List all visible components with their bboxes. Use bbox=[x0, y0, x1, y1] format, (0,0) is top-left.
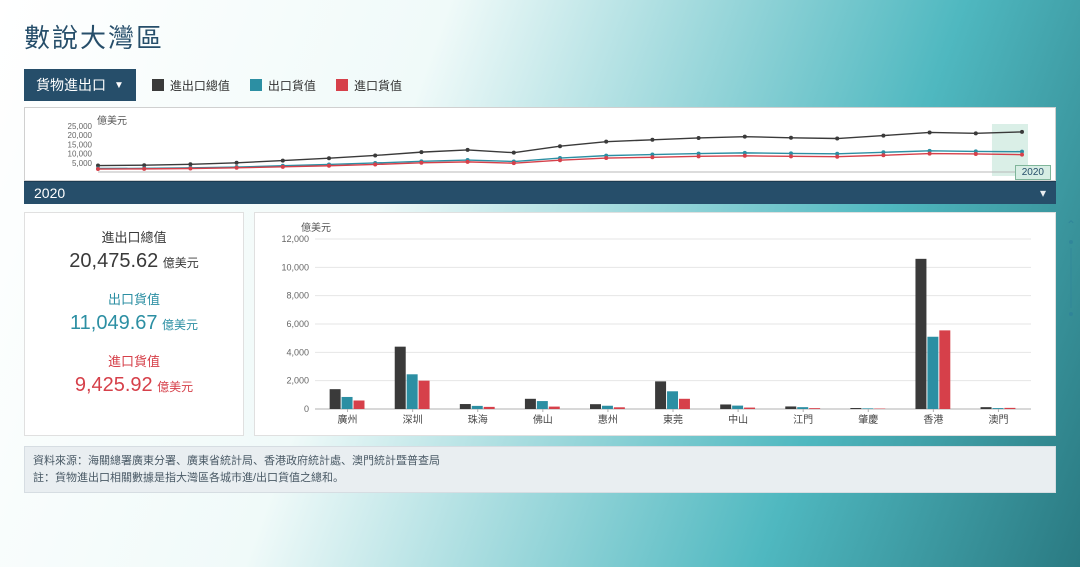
svg-text:6,000: 6,000 bbox=[286, 319, 309, 329]
stat-total-unit: 億美元 bbox=[163, 256, 199, 270]
legend-label: 進口貨值 bbox=[354, 77, 402, 94]
svg-text:澳門: 澳門 bbox=[988, 413, 1008, 426]
svg-text:10,000: 10,000 bbox=[68, 150, 93, 159]
dropdown-label: 貨物進出口 bbox=[36, 75, 106, 95]
year-bar: 2020 ▾ bbox=[24, 181, 1056, 204]
svg-text:深圳: 深圳 bbox=[403, 414, 423, 426]
legend-swatch bbox=[250, 79, 262, 91]
controls-row: 貨物進出口 ▼ 進出口總值 出口貨值 進口貨值 bbox=[24, 69, 1056, 101]
legend-item[interactable]: 進出口總值 bbox=[152, 77, 230, 94]
stat-import-label: 進口貨值 bbox=[33, 351, 235, 370]
legend-label: 進出口總值 bbox=[170, 77, 230, 94]
year-bar-label: 2020 bbox=[34, 185, 65, 201]
svg-text:0: 0 bbox=[304, 404, 309, 414]
svg-text:25,000: 25,000 bbox=[68, 122, 93, 131]
stat-import: 進口貨值 9,425.92 億美元 bbox=[33, 351, 235, 397]
legend-swatch bbox=[152, 79, 164, 91]
scroll-up-icon[interactable]: ⌃ bbox=[1066, 218, 1076, 232]
bar-chart-unit: 億美元 bbox=[301, 219, 331, 234]
filter-icon[interactable]: ▾ bbox=[1040, 186, 1046, 200]
svg-text:肇慶: 肇慶 bbox=[858, 413, 878, 426]
stat-export: 出口貨值 11,049.67 億美元 bbox=[33, 289, 235, 335]
svg-text:8,000: 8,000 bbox=[286, 291, 309, 301]
timeline-line-chart[interactable]: 5,00010,00015,00020,00025,000 bbox=[31, 112, 1049, 178]
footer-line-1: 資料來源：海關總署廣東分署、廣東省統計局、香港政府統計處、澳門統計暨普查局 bbox=[33, 453, 1047, 470]
scroll-indicator bbox=[1068, 240, 1074, 400]
chevron-down-icon: ▼ bbox=[114, 80, 124, 91]
legend-item[interactable]: 出口貨值 bbox=[250, 77, 316, 94]
stat-import-unit: 億美元 bbox=[157, 380, 193, 394]
bar-chart-card: 億美元 0 2,000 4,000 6,000 8,000 10,000 12,000 廣州 深… bbox=[254, 212, 1056, 436]
svg-text:佛山: 佛山 bbox=[533, 413, 553, 426]
svg-text:江門: 江門 bbox=[793, 414, 813, 426]
stat-export-label: 出口貨值 bbox=[33, 289, 235, 308]
footer-line-2: 註：貨物進出口相關數據是指大灣區各城市進/出口貨值之總和。 bbox=[33, 470, 1047, 487]
legend: 進出口總值 出口貨值 進口貨值 bbox=[152, 77, 402, 94]
svg-text:15,000: 15,000 bbox=[68, 140, 93, 149]
svg-text:廣州: 廣州 bbox=[338, 413, 358, 426]
stats-panel: 進出口總值 20,475.62 億美元 出口貨值 11,049.67 億美元 進… bbox=[24, 212, 244, 436]
svg-text:珠海: 珠海 bbox=[468, 413, 488, 426]
stat-import-value: 9,425.92 bbox=[75, 374, 153, 396]
legend-swatch bbox=[336, 79, 348, 91]
svg-text:10,000: 10,000 bbox=[281, 262, 309, 272]
svg-text:香港: 香港 bbox=[923, 414, 943, 426]
footer-notes: 資料來源：海關總署廣東分署、廣東省統計局、香港政府統計處、澳門統計暨普查局 註：… bbox=[24, 446, 1056, 493]
legend-label: 出口貨值 bbox=[268, 77, 316, 94]
svg-text:中山: 中山 bbox=[728, 413, 748, 426]
stat-total-label: 進出口總值 bbox=[33, 227, 235, 246]
timeline-year-badge: 2020 bbox=[1015, 165, 1051, 180]
legend-item[interactable]: 進口貨值 bbox=[336, 77, 402, 94]
svg-text:20,000: 20,000 bbox=[68, 131, 93, 140]
page-title: 數說大灣區 bbox=[24, 18, 1056, 55]
city-bar-chart[interactable]: 0 2,000 4,000 6,000 8,000 10,000 12,000 廣州 深圳 珠海 佛… bbox=[265, 221, 1045, 431]
svg-text:12,000: 12,000 bbox=[281, 234, 309, 244]
timeline-chart-card: 億美元 5,00010,00015,00020,00025,000 2020 bbox=[24, 107, 1056, 181]
stat-total: 進出口總值 20,475.62 億美元 bbox=[33, 227, 235, 273]
svg-text:4,000: 4,000 bbox=[286, 347, 309, 357]
mini-chart-unit: 億美元 bbox=[97, 112, 127, 127]
svg-text:東莞: 東莞 bbox=[663, 413, 683, 426]
svg-text:2,000: 2,000 bbox=[286, 376, 309, 386]
stat-total-value: 20,475.62 bbox=[69, 250, 158, 272]
stat-export-unit: 億美元 bbox=[162, 318, 198, 332]
svg-text:惠州: 惠州 bbox=[598, 413, 618, 426]
metric-dropdown[interactable]: 貨物進出口 ▼ bbox=[24, 69, 136, 101]
stat-export-value: 11,049.67 bbox=[70, 312, 158, 334]
svg-text:5,000: 5,000 bbox=[72, 159, 93, 168]
